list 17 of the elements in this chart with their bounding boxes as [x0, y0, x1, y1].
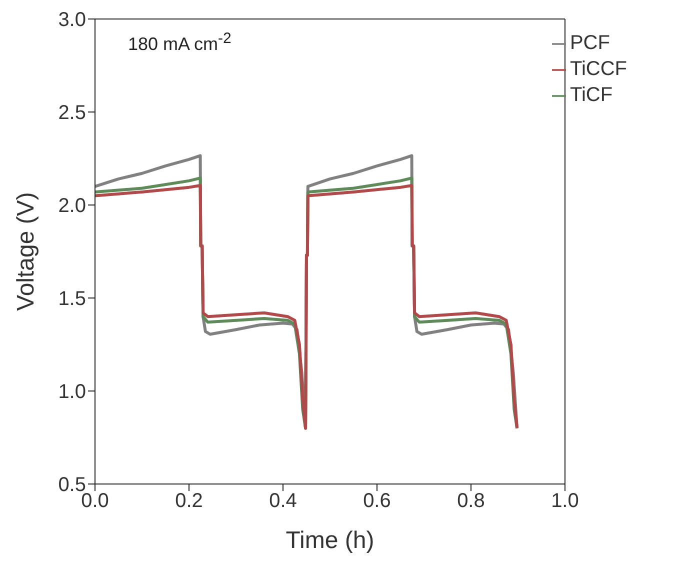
x-tick-label: 0.6 [363, 490, 391, 512]
legend-label: PCF [570, 32, 610, 54]
y-tick-label: 2.0 [58, 195, 86, 218]
annotation: 180 mA cm$^{-2}$ [128, 30, 232, 55]
x-tick-label: 0.2 [175, 490, 203, 512]
legend-label: TiCCF [570, 58, 627, 80]
x-axis-title: Time (h) [286, 527, 374, 554]
y-tick-label: 1.0 [58, 381, 86, 404]
y-tick-label: 1.5 [58, 288, 86, 310]
x-tick-label: 1.0 [551, 490, 579, 512]
legend-label: TiCF [570, 84, 613, 106]
y-axis-title: Voltage (V) [12, 192, 40, 311]
y-tick-label: 2.5 [58, 102, 86, 124]
x-tick-label: 0.0 [81, 490, 109, 512]
x-tick-label: 0.8 [457, 490, 485, 512]
y-tick-label: 3.0 [58, 9, 86, 32]
x-tick-label: 0.4 [269, 490, 297, 512]
